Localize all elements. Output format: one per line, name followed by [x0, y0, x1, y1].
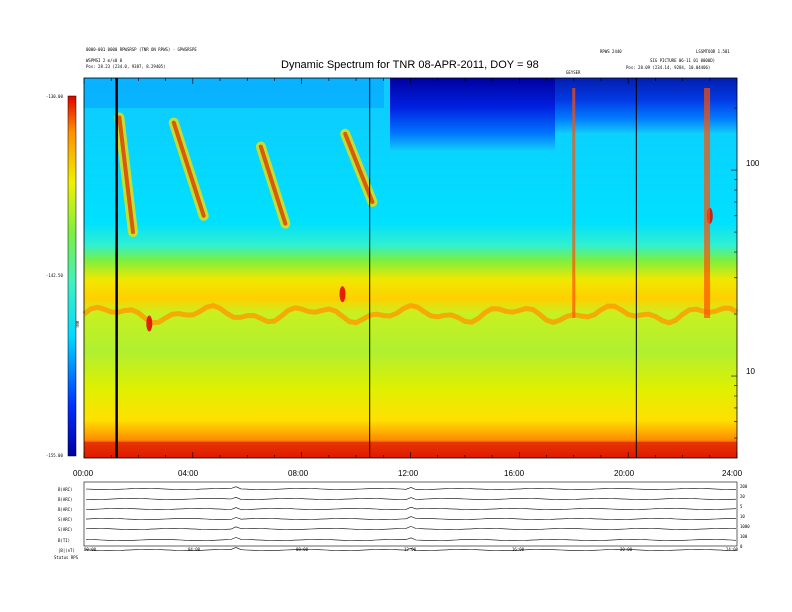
lower-right-label-1: 200: [740, 484, 748, 489]
lower-trace: [85, 496, 737, 500]
dark-region-1: [390, 78, 555, 150]
drift-feature-core: [171, 120, 206, 218]
header-left-line2: WSPMSI 2 m/s0 0: [86, 58, 123, 63]
lower-right-label-4: 10: [740, 514, 745, 519]
chart-title: Dynamic Spectrum for TNR 08-APR-2011, DO…: [281, 59, 539, 71]
upper-blue-wash: [84, 78, 384, 108]
lower-x-tick-4: 16:00: [512, 547, 525, 552]
lower-trace: [85, 506, 737, 510]
drift-feature-core: [117, 115, 135, 235]
lower-right-label-2: 20: [740, 494, 745, 499]
spectrogram-features: [82, 88, 739, 458]
colorbar-tick-mid: -142.50: [46, 273, 63, 278]
lower-x-tick-6: 24:00: [726, 547, 739, 552]
x-tick-2000: 20:00: [614, 469, 635, 478]
y-tick-10: 10: [746, 367, 755, 376]
lower-trace: [85, 547, 737, 551]
lower-row-label-5: S(ARC): [58, 527, 73, 532]
header-right-line3: Pos: 28.09 (234.14, 9284, 10.04406): [626, 65, 711, 70]
lower-right-label-7: 0: [740, 544, 743, 549]
header-left-line1: 0000-001 0000 RPWSRSP (TNR ON RPWS) - GP…: [86, 47, 197, 52]
lower-right-label-3: 5: [740, 504, 743, 509]
header-left-line3: Pos: 28.23 (234.0, 9387, 8.29405): [86, 64, 166, 69]
low-freq-floor-band: [84, 441, 737, 458]
lower-right-label-6: 100: [740, 534, 748, 539]
lower-trace: [85, 526, 737, 530]
lower-row-label-6: B(TI): [58, 538, 71, 543]
y-tick-100: 100: [746, 159, 760, 168]
lower-row-label-7: |B|(nT): [58, 548, 75, 553]
x-tick-0800: 08:00: [288, 469, 309, 478]
colorbar: [67, 95, 77, 457]
colorbar-tick-bottom: -155.00: [46, 453, 63, 458]
lower-panel-traces: [85, 486, 737, 551]
drift-feature-core: [258, 144, 288, 226]
lower-panel-frame: [83, 481, 738, 547]
colorbar-tick-top: -130.00: [46, 94, 63, 99]
lower-x-tick-3: 12:00: [404, 547, 417, 552]
lower-row-label-3: B(ARC): [58, 507, 73, 512]
x-tick-0000: 00:00: [73, 469, 94, 478]
y-axis-ticks: [731, 107, 737, 439]
auroral-band-line: [82, 302, 739, 326]
x-axis-ticks: [83, 78, 738, 458]
emission-streak: [704, 88, 711, 318]
header-right-top-center: RPWS 2440: [600, 49, 622, 54]
burst-mark: [339, 286, 346, 303]
emission-streak: [572, 88, 576, 318]
geyser-marker-label: GEYSER: [566, 70, 581, 75]
lower-row-label-1: B(ARC): [58, 487, 73, 492]
event-lines: [115, 78, 637, 458]
lower-trace: [85, 486, 736, 490]
x-tick-1600: 16:00: [504, 469, 525, 478]
lower-right-label-5: 1000: [740, 524, 750, 529]
header-right-line2: SIG PICTURE 06-11 01 0000D): [650, 58, 716, 63]
lower-x-tick-1: 04:00: [188, 547, 201, 552]
lower-footer: Status RPS: [54, 555, 79, 560]
lower-trace: [85, 516, 736, 520]
lower-trace: [85, 537, 737, 541]
lower-x-tick-0: 00:00: [84, 547, 97, 552]
burst-mark: [146, 315, 153, 332]
x-tick-1200: 12:00: [398, 469, 419, 478]
drift-feature-core: [343, 131, 375, 204]
header-right-top-right: LSSMTOOR 1.501: [696, 49, 730, 54]
lower-row-label-2: B(ARC): [58, 497, 73, 502]
x-tick-0400: 04:00: [178, 469, 199, 478]
x-tick-2400: 24:00: [722, 469, 743, 478]
lower-row-label-4: S(ARC): [58, 517, 73, 522]
